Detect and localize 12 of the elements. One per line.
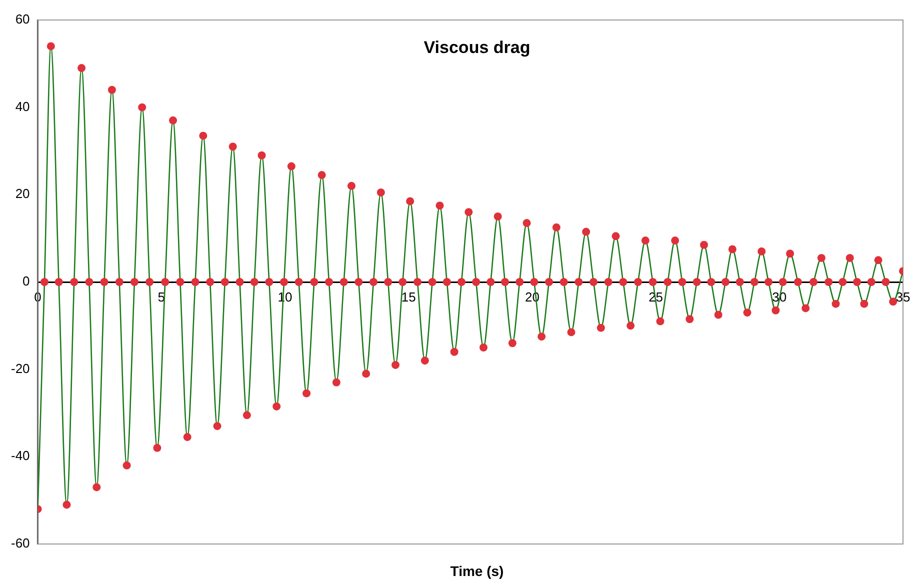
x-tick-label: 15 [401, 289, 416, 304]
x-axis-title: Time (s) [449, 563, 505, 579]
y-tick-label: 60 [15, 12, 30, 27]
y-tick-label: -60 [10, 536, 30, 551]
y-tick-label: 0 [22, 274, 30, 289]
x-tick-label: 35 [896, 289, 910, 304]
y-tick-label: -40 [10, 448, 30, 464]
y-tick-label: 40 [15, 98, 30, 114]
text: Viscous drag [422, 38, 532, 58]
y-tick-label: 20 [15, 186, 30, 202]
y-tick-label: -20 [10, 360, 30, 376]
x-tick-label: 5 [158, 289, 166, 304]
